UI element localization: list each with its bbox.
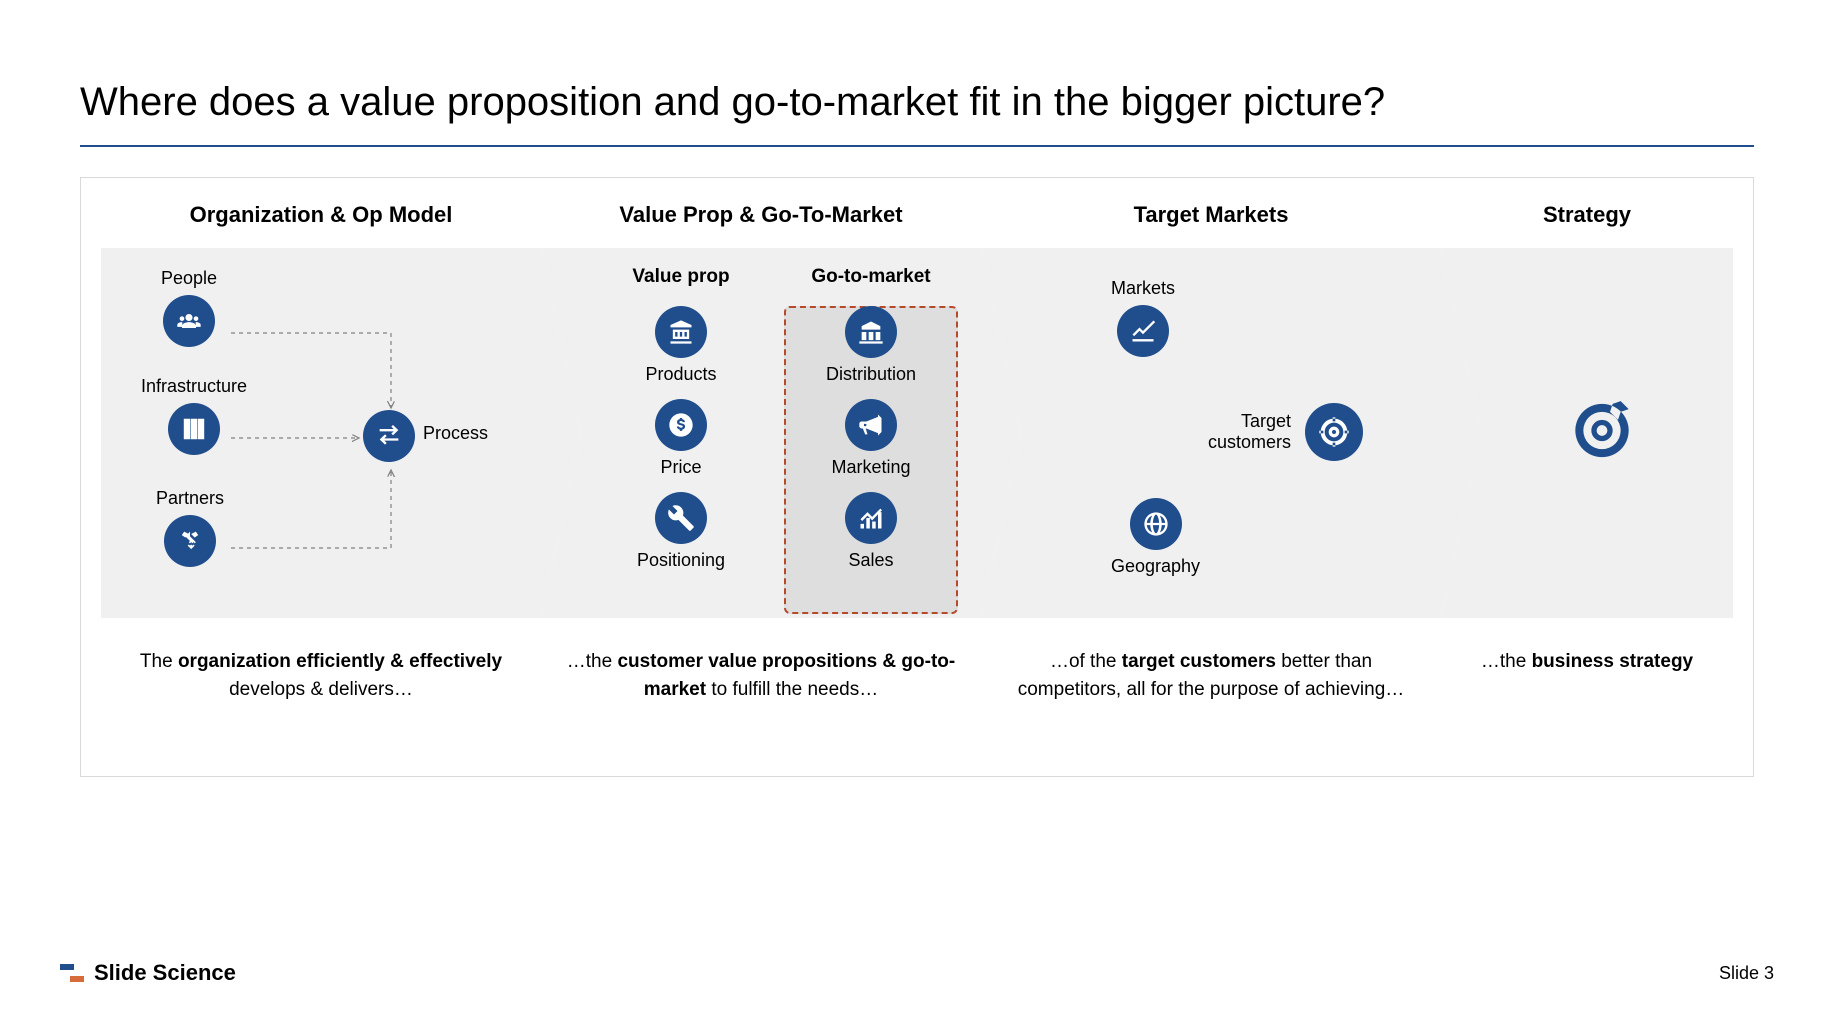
target-icon <box>1570 399 1634 463</box>
caption-st-pre: …the <box>1481 651 1532 672</box>
col-valueprop: Value Prop & Go-To-Market Value prop Pro… <box>541 202 981 746</box>
caption-valueprop: …the customer value propositions & go-to… <box>541 648 981 703</box>
col-header-targetmarkets: Target Markets <box>981 202 1441 228</box>
chevron-valueprop: Value prop Products Price <box>541 248 981 618</box>
vp-item-positioning: Positioning <box>606 492 756 571</box>
col-organization: Organization & Op Model <box>101 202 541 746</box>
label-geography: Geography <box>1111 556 1200 577</box>
price-icon <box>655 399 707 451</box>
brand-logo: Slide Science <box>60 960 236 986</box>
label-partners: Partners <box>156 488 224 509</box>
caption-tm-bold: target customers <box>1122 651 1276 672</box>
footer: Slide Science Slide 3 <box>60 960 1774 986</box>
vp-left-title: Value prop <box>606 266 756 288</box>
vp-left-col: Value prop Products Price <box>606 266 756 608</box>
vp-right-title: Go-to-market <box>796 266 946 288</box>
label-sales: Sales <box>796 550 946 571</box>
slide: Where does a value proposition and go-to… <box>0 0 1834 1026</box>
tm-item-geography: Geography <box>1111 498 1200 577</box>
vp-right-col: Go-to-market Distribution Marketing <box>796 266 946 608</box>
vp-item-products: Products <box>606 306 756 385</box>
label-positioning: Positioning <box>606 550 756 571</box>
caption-strategy: …the business strategy <box>1441 648 1733 676</box>
chevron-targetmarkets: Markets Target customers Geography <box>981 248 1441 618</box>
label-process: Process <box>423 423 488 444</box>
org-item-partners: Partners <box>156 488 224 567</box>
vp-item-marketing: Marketing <box>796 399 946 478</box>
caption-tm-pre: …of the <box>1050 651 1122 672</box>
col-header-strategy: Strategy <box>1441 202 1733 228</box>
positioning-icon <box>655 492 707 544</box>
brand-name: Slide Science <box>94 960 236 986</box>
caption-st-bold: business strategy <box>1532 651 1694 672</box>
label-infrastructure: Infrastructure <box>141 376 247 397</box>
tm-item-markets: Markets <box>1111 278 1175 357</box>
col-header-organization: Organization & Op Model <box>101 202 541 228</box>
label-target-customers: Target customers <box>1181 411 1291 453</box>
distribution-icon <box>845 306 897 358</box>
vp-item-price: Price <box>606 399 756 478</box>
label-price: Price <box>606 457 756 478</box>
label-products: Products <box>606 364 756 385</box>
process-icon <box>363 410 415 462</box>
logo-mark-icon <box>60 962 86 984</box>
target-customers-icon <box>1305 403 1363 461</box>
org-item-infrastructure: Infrastructure <box>141 376 247 455</box>
caption-org-post: develops & delivers… <box>229 679 413 700</box>
col-strategy: Strategy …the business strategy <box>1441 202 1733 746</box>
caption-organization: The organization efficiently & effective… <box>101 648 541 703</box>
label-markets: Markets <box>1111 278 1175 299</box>
markets-icon <box>1117 305 1169 357</box>
caption-vp-post: to fulfill the needs… <box>706 679 878 700</box>
chevron-row: Organization & Op Model <box>101 202 1733 746</box>
caption-org-bold: organization efficiently & effectively <box>178 651 502 672</box>
chevron-strategy <box>1441 248 1733 618</box>
strategy-icon-wrap <box>1570 399 1634 468</box>
col-targetmarkets: Target Markets Markets Target customers <box>981 202 1441 746</box>
vp-item-distribution: Distribution <box>796 306 946 385</box>
slide-number: Slide 3 <box>1719 963 1774 984</box>
slide-title: Where does a value proposition and go-to… <box>80 80 1754 125</box>
marketing-icon <box>845 399 897 451</box>
label-people: People <box>161 268 217 289</box>
geography-icon <box>1130 498 1182 550</box>
title-rule <box>80 145 1754 147</box>
vp-item-sales: Sales <box>796 492 946 571</box>
infrastructure-icon <box>168 403 220 455</box>
caption-targetmarkets: …of the target customers better than com… <box>981 648 1441 703</box>
tm-item-target-customers: Target customers <box>1181 403 1363 461</box>
caption-org-pre: The <box>140 651 178 672</box>
caption-vp-pre: …the <box>567 651 618 672</box>
label-marketing: Marketing <box>796 457 946 478</box>
label-distribution: Distribution <box>796 364 946 385</box>
partners-icon <box>164 515 216 567</box>
people-icon <box>163 295 215 347</box>
diagram-panel: Organization & Op Model <box>80 177 1754 777</box>
org-item-people: People <box>161 268 217 347</box>
chevron-organization: People Infrastructure Pa <box>101 248 541 618</box>
sales-icon <box>845 492 897 544</box>
col-header-valueprop: Value Prop & Go-To-Market <box>541 202 981 228</box>
products-icon <box>655 306 707 358</box>
org-item-process: Process <box>363 410 488 462</box>
